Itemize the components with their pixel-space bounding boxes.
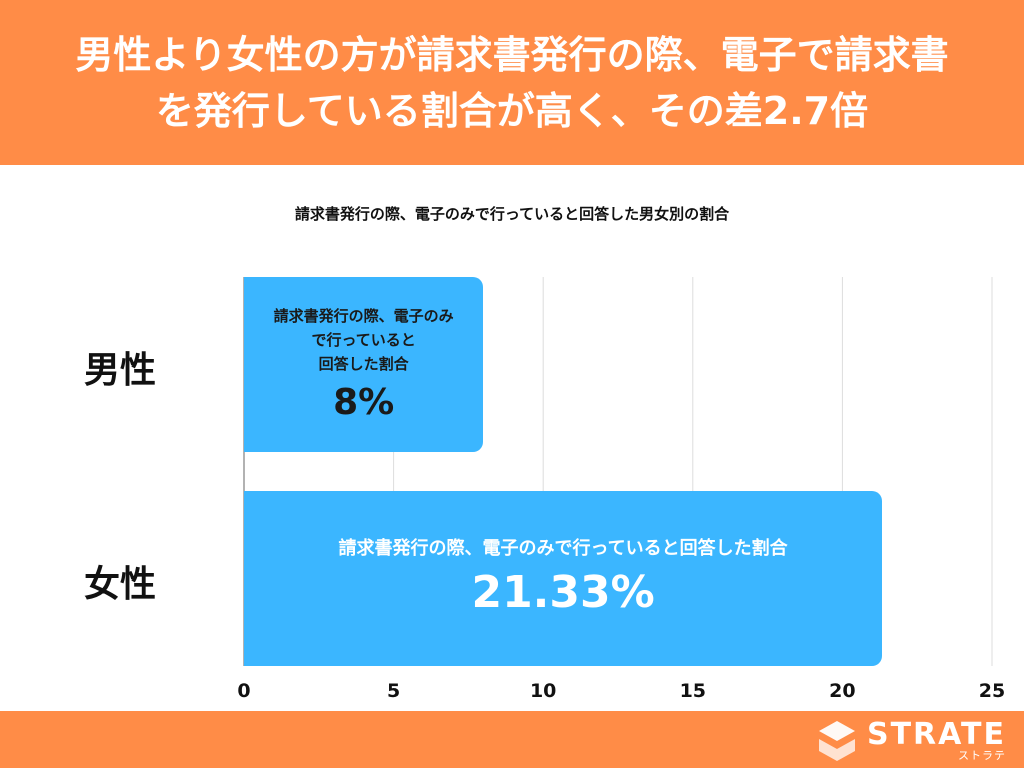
brand-kana: ストラテ xyxy=(958,749,1006,762)
footer-banner: STRATE ストラテ xyxy=(0,711,1024,768)
x-tick-label-15: 15 xyxy=(679,680,707,702)
chart-subtitle: 請求書発行の際、電子のみで行っていると回答した男女別の割合 xyxy=(294,205,730,223)
bar-label-line-1-0: 請求書発行の際、電子のみで行っていると回答した割合 xyxy=(338,537,788,559)
data-label-0: 8% xyxy=(333,381,395,423)
bar-1: 請求書発行の際、電子のみで行っていると回答した割合 21.33% xyxy=(244,491,883,666)
x-tick-label-0: 0 xyxy=(237,680,251,702)
brand-logo: STRATE ストラテ xyxy=(815,719,1006,763)
bar-label-line-0-2: 回答した割合 xyxy=(318,354,409,373)
bar-label-line-0-1: で行っていると xyxy=(311,330,416,349)
category-label-0: 男性 xyxy=(83,349,156,391)
category-label-1: 女性 xyxy=(83,563,156,605)
data-label-1: 21.33% xyxy=(471,566,655,618)
title-line-2: を発行している割合が高く、その差2.7倍 xyxy=(155,88,869,133)
brand-name: STRATE xyxy=(866,717,1006,752)
chart-title-banner: 男性より女性の方が請求書発行の際、電子で請求書 を発行している割合が高く、その差… xyxy=(0,0,1024,165)
bar-0: 請求書発行の際、電子のみ で行っていると 回答した割合 8% xyxy=(244,277,484,452)
title-line-1: 男性より女性の方が請求書発行の際、電子で請求書 xyxy=(75,32,949,77)
x-tick-label-5: 5 xyxy=(386,680,401,702)
bar-label-1: 請求書発行の際、電子のみで行っていると回答した割合 xyxy=(339,537,788,561)
x-tick-label-20: 20 xyxy=(829,680,856,702)
x-tick-label-10: 10 xyxy=(529,680,557,702)
bar-label-0: 請求書発行の際、電子のみ で行っていると 回答した割合 xyxy=(274,304,454,376)
x-tick-label-25: 25 xyxy=(978,680,1006,702)
bar-label-line-0-0: 請求書発行の際、電子のみ xyxy=(273,306,454,325)
strate-logo-icon xyxy=(818,721,855,761)
